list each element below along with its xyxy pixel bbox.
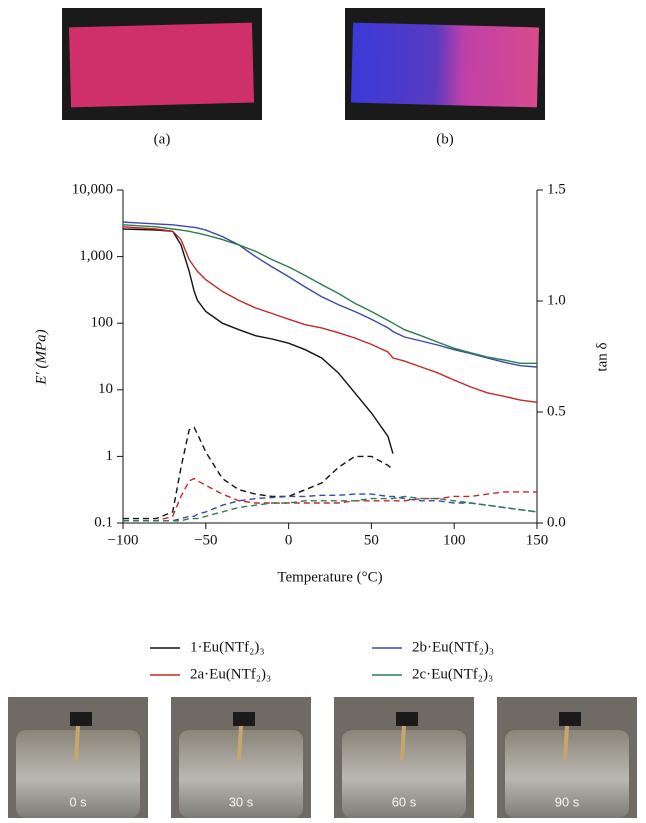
clip — [396, 712, 418, 726]
photo-strip: 0 s 30 s 60 s 90 s — [8, 697, 637, 818]
y-tick-label: 100 — [91, 315, 114, 331]
clip — [559, 712, 581, 726]
modulus-line — [123, 229, 393, 454]
panel-label: (b) — [436, 131, 454, 147]
tan-delta-line — [123, 479, 537, 521]
legend-label: 1·Eu(NTf₂)₃ — [190, 639, 265, 655]
figure: (a) (b) E′ (MPa) tan δ Temperature (°C) … — [0, 0, 646, 818]
tan-delta-line — [123, 428, 393, 519]
tan-delta-line — [123, 494, 537, 521]
frame-label: 60 s — [392, 794, 417, 809]
y-tick-label: 1,000 — [79, 248, 113, 264]
modulus-line — [123, 222, 537, 367]
frame-label: 30 s — [229, 794, 254, 809]
film-a — [69, 23, 254, 108]
y2-tick-label: 0.5 — [547, 403, 566, 419]
legend-label: 2a·Eu(NTf₂)₃ — [190, 666, 271, 682]
strip — [402, 726, 404, 760]
x-tick-label: 150 — [526, 532, 549, 548]
modulus-line — [123, 225, 537, 363]
strip — [565, 726, 567, 760]
y2-tick-label: 1.0 — [547, 292, 566, 308]
y-tick-label: 1 — [106, 448, 114, 464]
x-tick-label: 100 — [443, 532, 466, 548]
x-tick-label: −50 — [194, 532, 217, 548]
frame-label: 0 s — [69, 794, 87, 809]
x-axis-label: Temperature (°C) — [277, 569, 382, 585]
strip — [239, 726, 241, 760]
y-tick-label: 10,000 — [72, 181, 113, 197]
clip — [70, 712, 92, 726]
x-tick-label: 0 — [285, 532, 293, 548]
y-axis-label: E′ (MPa) — [33, 329, 49, 385]
x-tick-label: 50 — [364, 532, 379, 548]
modulus-line — [123, 227, 537, 402]
y-tick-label: 10 — [98, 381, 113, 397]
y2-tick-label: 1.5 — [547, 181, 566, 197]
legend-label: 2b·Eu(NTf₂)₃ — [412, 639, 494, 655]
film-b — [351, 23, 539, 108]
y-tick-label: 0.1 — [94, 514, 113, 530]
x-tick-label: −100 — [108, 532, 139, 548]
y2-tick-label: 0.0 — [547, 514, 566, 530]
y2-axis-label: tan δ — [594, 342, 610, 371]
legend-label: 2c·Eu(NTf₂)₃ — [412, 666, 493, 682]
panel-label: (a) — [154, 131, 171, 147]
strip — [76, 726, 78, 760]
clip — [233, 712, 255, 726]
frame-label: 90 s — [555, 794, 580, 809]
